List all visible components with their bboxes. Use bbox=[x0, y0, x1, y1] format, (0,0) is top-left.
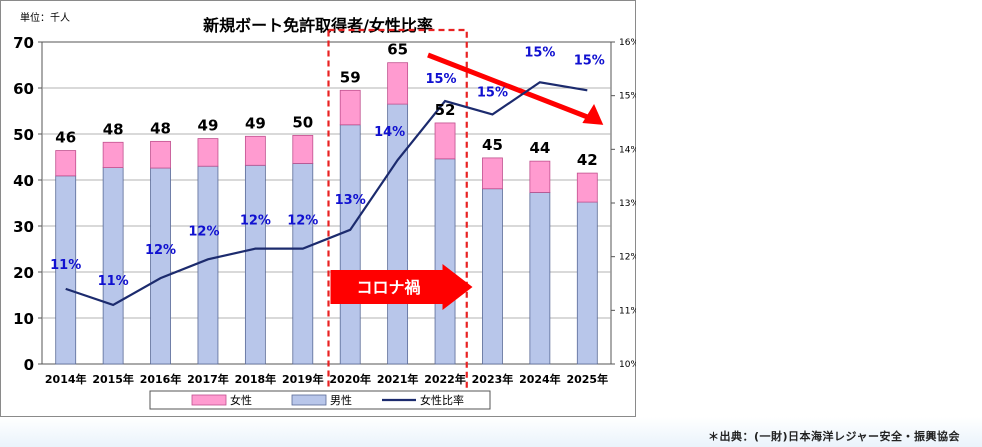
x-tick-label: 2014年 bbox=[45, 372, 87, 386]
bar-male bbox=[292, 163, 314, 365]
legend-swatch-male bbox=[291, 394, 327, 406]
chart-title: 新規ボート免許取得者/女性比率 bbox=[203, 16, 433, 35]
bar-total-label: 52 bbox=[435, 101, 456, 119]
bar-male bbox=[529, 192, 551, 365]
bar-total-label: 49 bbox=[245, 114, 266, 132]
legend-label-female: 女性 bbox=[230, 393, 252, 407]
ratio-label: 15% bbox=[524, 45, 555, 60]
ratio-label: 15% bbox=[477, 85, 508, 100]
x-tick-label: 2023年 bbox=[472, 372, 514, 386]
bar-male bbox=[387, 103, 409, 365]
y-tick-label: 10 bbox=[13, 310, 34, 328]
y2-tick-label: 10% bbox=[619, 360, 636, 370]
y2-axis: 10% 11% 12% 13% 14% 15% 16% bbox=[611, 38, 636, 370]
y-tick-label: 50 bbox=[13, 126, 34, 144]
bar-male bbox=[197, 165, 219, 365]
ratio-label: 13% bbox=[335, 193, 366, 208]
trend-arrow-shaft bbox=[427, 52, 591, 121]
grid bbox=[41, 41, 612, 365]
ratio-label: 12% bbox=[287, 214, 318, 229]
x-tick-label: 2015年 bbox=[92, 372, 134, 386]
x-tick-label: 2021年 bbox=[377, 372, 419, 386]
ratio-label: 12% bbox=[145, 243, 176, 258]
ratio-label: 14% bbox=[374, 125, 405, 140]
bar-female bbox=[244, 135, 266, 166]
y-tick-label: 30 bbox=[13, 218, 34, 236]
legend-label-male: 男性 bbox=[330, 393, 352, 407]
bar-total-label: 45 bbox=[482, 136, 503, 154]
bar-female bbox=[529, 160, 551, 193]
bar-total-label: 49 bbox=[198, 117, 219, 135]
bar-female bbox=[434, 122, 456, 160]
y2-tick-label: 11% bbox=[619, 306, 636, 316]
data-labels: 46 11% 48 11% 48 12% 49 12% 49 12% 50 12% 59 13% 65 14%… bbox=[50, 41, 605, 289]
y2-tick-label: 14% bbox=[619, 145, 636, 155]
bar-total-label: 65 bbox=[387, 41, 408, 59]
bar-total-label: 42 bbox=[577, 151, 598, 169]
x-tick-label: 2024年 bbox=[519, 372, 561, 386]
covid-annotation: コロナ禍 bbox=[327, 28, 604, 402]
ratio-label: 11% bbox=[50, 258, 81, 273]
footer-band bbox=[0, 417, 982, 447]
legend: 女性 男性 女性比率 bbox=[149, 390, 491, 410]
ratio-line-path bbox=[65, 81, 588, 307]
bar-female bbox=[292, 134, 314, 164]
bar-female bbox=[482, 157, 503, 190]
bar-total-label: 44 bbox=[529, 139, 550, 157]
bar-male bbox=[150, 167, 171, 365]
bar-total-label: 46 bbox=[55, 129, 76, 147]
bar-female bbox=[55, 150, 77, 177]
ratio-label: 12% bbox=[188, 224, 219, 239]
x-tick-label: 2019年 bbox=[282, 372, 324, 386]
ratio-label: 15% bbox=[425, 72, 456, 87]
y-tick-label: 20 bbox=[13, 264, 34, 282]
bar-female bbox=[339, 89, 361, 126]
bar-total-label: 59 bbox=[340, 68, 361, 86]
y-tick-label: 0 bbox=[24, 356, 34, 374]
trend-arrow-head bbox=[582, 103, 604, 125]
ratio-label: 12% bbox=[240, 214, 271, 229]
bar-female bbox=[387, 62, 409, 105]
x-tick-label: 2025年 bbox=[566, 372, 608, 386]
bar-female bbox=[576, 172, 598, 203]
covid-label: コロナ禍 bbox=[356, 278, 420, 297]
x-tick-label: 2017年 bbox=[187, 372, 229, 386]
ratio-label: 15% bbox=[574, 53, 605, 68]
y-tick-label: 60 bbox=[13, 80, 34, 98]
bar-female bbox=[150, 140, 171, 169]
y2-tick-label: 15% bbox=[619, 92, 636, 102]
x-tick-label: 2022年 bbox=[424, 372, 466, 386]
source-note: ＊出典：(一財)日本海洋レジャー安全・振興協会 bbox=[707, 430, 960, 443]
bar-male bbox=[102, 167, 124, 365]
y2-tick-label: 12% bbox=[619, 253, 636, 263]
legend-swatch-female bbox=[191, 394, 227, 406]
bar-female bbox=[102, 141, 124, 168]
y2-tick-label: 13% bbox=[619, 199, 636, 209]
y-tick-label: 40 bbox=[13, 172, 34, 190]
legend-label-ratio: 女性比率 bbox=[420, 393, 464, 407]
bar-total-label: 48 bbox=[150, 119, 171, 137]
bar-female bbox=[197, 138, 219, 167]
bar-male bbox=[576, 201, 598, 365]
bar-male bbox=[244, 164, 266, 365]
unit-label: 単位：千人 bbox=[20, 11, 70, 24]
ratio-label: 11% bbox=[98, 274, 129, 289]
x-axis: 2014年 2015年 2016年 2017年 2018年 2019年 2020年 2021年… bbox=[45, 372, 608, 386]
bar-male bbox=[339, 124, 361, 365]
x-tick-label: 2016年 bbox=[140, 372, 182, 386]
y2-tick-label: 16% bbox=[619, 38, 636, 48]
bar-total-label: 50 bbox=[292, 113, 313, 131]
y-axis: 0 10 20 30 40 50 60 70 bbox=[13, 34, 42, 374]
ratio-line bbox=[65, 81, 588, 307]
y-tick-label: 70 bbox=[13, 34, 34, 52]
bar-male bbox=[482, 188, 503, 365]
bar-total-label: 48 bbox=[103, 120, 124, 138]
covid-arrow bbox=[330, 264, 473, 310]
x-tick-label: 2018年 bbox=[235, 372, 277, 386]
covid-box bbox=[327, 28, 468, 402]
x-tick-label: 2020年 bbox=[329, 372, 371, 386]
chart: 単位：千人 新規ボート免許取得者/女性比率 0 10 20 30 40 50 60 70 10… bbox=[0, 0, 636, 417]
bar-male bbox=[434, 158, 456, 365]
